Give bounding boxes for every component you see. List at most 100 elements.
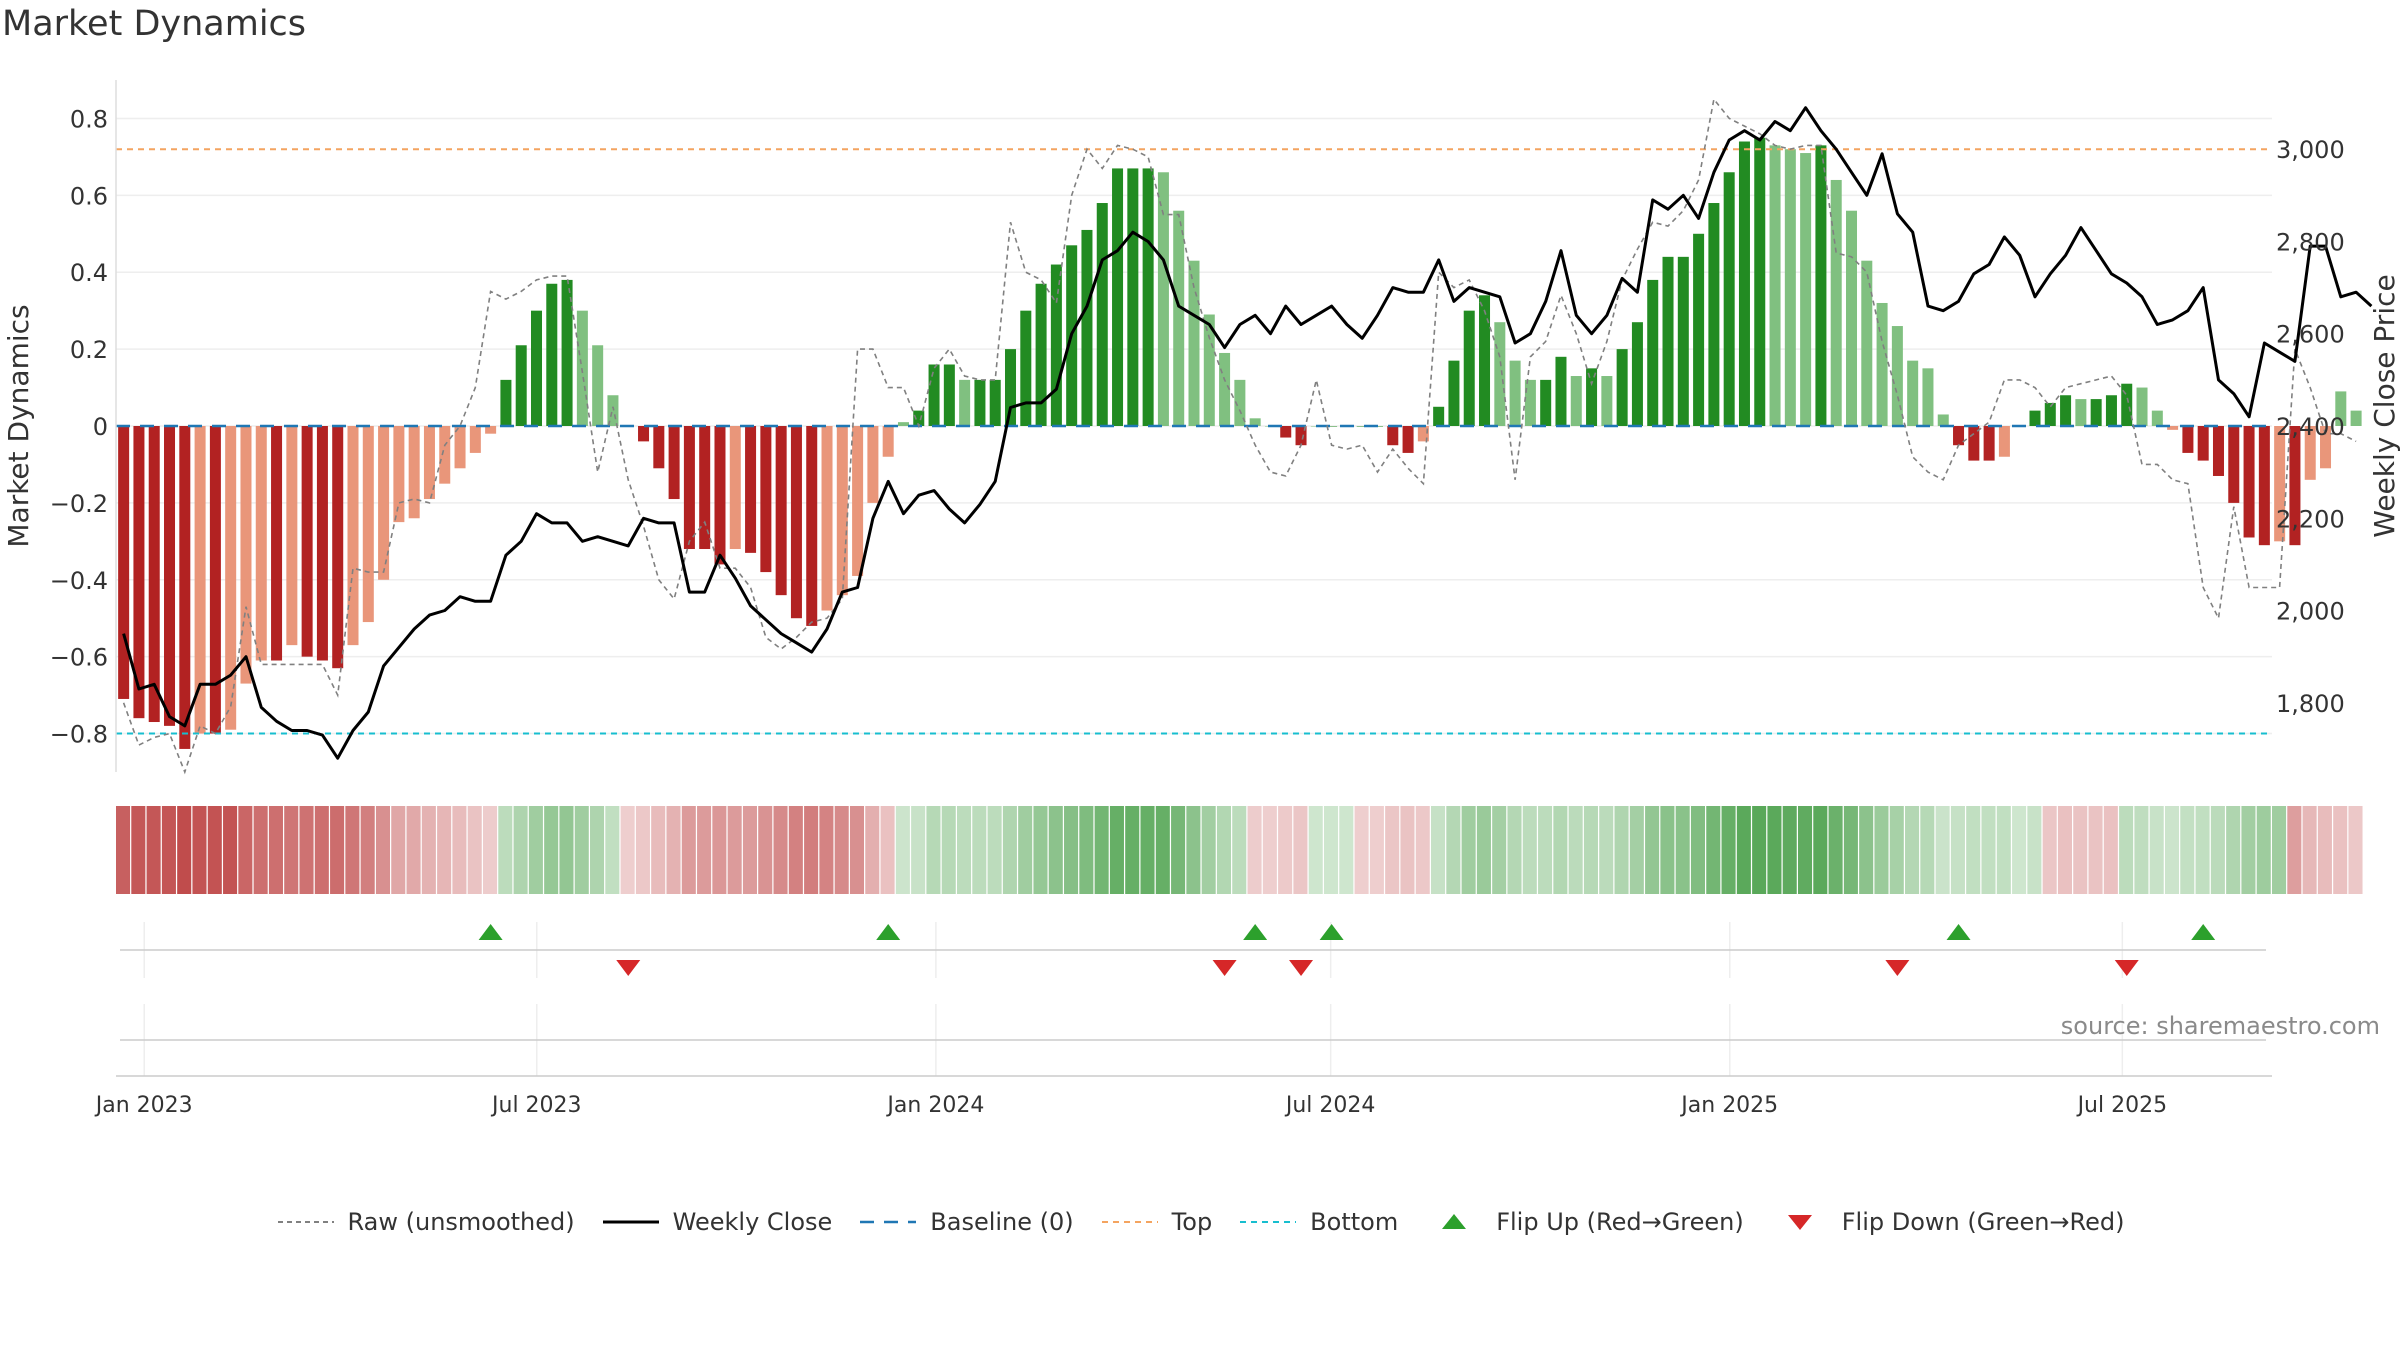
dynamics-bar xyxy=(1937,414,1949,426)
dynamics-bar xyxy=(1234,379,1246,426)
regime-cell xyxy=(1323,806,1339,894)
legend-label: Bottom xyxy=(1310,1208,1399,1236)
regime-cell xyxy=(1461,806,1476,894)
legend-item-top: Top xyxy=(1100,1208,1212,1236)
regime-cell xyxy=(1828,806,1843,894)
source-label: source: sharemaestro.com xyxy=(2060,1012,2380,1040)
y-tick-label: 0.8 xyxy=(70,105,108,133)
x-tick-label: Jul 2023 xyxy=(490,1093,582,1118)
dynamics-bar xyxy=(2029,410,2041,426)
regime-cell xyxy=(1981,806,1996,894)
dynamics-bar xyxy=(423,426,435,500)
regime-cell xyxy=(1293,806,1308,894)
regime-cell xyxy=(880,806,895,894)
dynamics-bar xyxy=(653,426,665,469)
legend-swatch-raw xyxy=(277,1221,334,1223)
dynamics-bar xyxy=(2304,426,2316,480)
regime-cell xyxy=(574,806,589,894)
regime-cell xyxy=(1568,806,1583,894)
dynamics-bar xyxy=(1723,172,1735,426)
legend: Raw (unsmoothed) Weekly Close Baseline (0)… xyxy=(0,1208,2400,1236)
regime-cell xyxy=(1721,806,1736,894)
dynamics-bar xyxy=(1830,179,1842,426)
dynamics-bar xyxy=(1677,256,1689,426)
regime-cell xyxy=(911,806,926,894)
dynamics-bar xyxy=(1157,172,1169,426)
dynamics-bar xyxy=(500,379,512,426)
legend-item-flip_up: Flip Up (Red→Green) xyxy=(1424,1208,1744,1236)
regime-cell xyxy=(1996,806,2011,894)
legend-swatch-bottom xyxy=(1240,1221,1297,1223)
legend-label: Flip Up (Red→Green) xyxy=(1496,1208,1744,1236)
dynamics-bar xyxy=(1433,406,1445,426)
regime-cell xyxy=(2027,806,2042,894)
regime-cell xyxy=(1706,806,1721,894)
dynamics-bar xyxy=(1112,168,1124,426)
regime-cell xyxy=(2042,806,2057,894)
dynamics-bar xyxy=(1020,310,1032,426)
flip-down-icon xyxy=(1787,1215,1812,1230)
dynamics-bar xyxy=(1188,260,1200,426)
y2-tick-label: 2,600 xyxy=(2276,321,2345,349)
dynamics-bar xyxy=(347,426,359,646)
regime-cell xyxy=(758,806,773,894)
flip-up-marker xyxy=(1319,924,1344,940)
regime-cell xyxy=(207,806,222,894)
chart-title: Market Dynamics xyxy=(2,4,307,44)
regime-cell xyxy=(1431,806,1446,894)
regime-cell xyxy=(1538,806,1553,894)
dynamics-bar xyxy=(2105,395,2117,426)
dynamics-bar xyxy=(1601,376,1613,426)
dynamics-bar xyxy=(867,426,879,503)
dynamics-bar xyxy=(1295,426,1307,446)
legend-swatch-flip_up xyxy=(1442,1214,1467,1229)
dynamics-bar xyxy=(271,426,283,661)
regime-cell xyxy=(1079,806,1094,894)
flips-panel xyxy=(120,922,2266,1076)
regime-cell xyxy=(314,806,329,894)
regime-cell xyxy=(865,806,880,894)
regime-cell xyxy=(421,806,436,894)
regime-cell xyxy=(452,806,467,894)
regime-cell xyxy=(360,806,375,894)
x-tick-label: Jul 2025 xyxy=(2076,1093,2168,1118)
regime-cell xyxy=(223,806,238,894)
y-tick-label: 0.4 xyxy=(70,259,108,287)
y-tick-label: 0.6 xyxy=(70,182,108,210)
dynamics-bar xyxy=(362,426,374,623)
regime-cell xyxy=(2302,806,2317,894)
dynamics-bar xyxy=(592,345,604,426)
dynamics-bar xyxy=(2258,426,2270,546)
regime-cell xyxy=(1736,806,1751,894)
regime-cell xyxy=(1247,806,1262,894)
regime-cell xyxy=(2149,806,2164,894)
x-tick-label: Jan 2023 xyxy=(94,1093,193,1118)
x-axis: Jan 2023 Jul 2023 Jan 2024 Jul 2024 Jan 2025… xyxy=(94,1093,2167,1118)
dynamics-bar xyxy=(1448,360,1460,426)
dynamics-bar xyxy=(1647,279,1659,426)
regime-cell xyxy=(375,806,391,894)
regime-cell xyxy=(2103,806,2118,894)
regime-cell xyxy=(1690,806,1706,894)
raw-line xyxy=(122,97,2357,775)
dynamics-bar xyxy=(2075,399,2087,426)
dynamics-bar xyxy=(1219,352,1231,426)
dynamics-bar xyxy=(2182,426,2194,453)
dynamics-bar xyxy=(2060,395,2072,426)
dynamics-bar xyxy=(2121,383,2133,426)
dynamics-bar xyxy=(1463,310,1475,426)
dynamics-bar xyxy=(485,426,497,434)
dynamics-bar xyxy=(1983,426,1995,461)
regime-cell xyxy=(1400,806,1415,894)
regime-cell xyxy=(1339,806,1354,894)
x-tick-label: Jan 2024 xyxy=(885,1093,984,1118)
regime-cell xyxy=(1660,806,1675,894)
y-axis-label: Market Dynamics xyxy=(2,304,35,547)
regime-cell xyxy=(666,806,681,894)
dynamics-bar xyxy=(882,426,894,457)
dynamics-bar xyxy=(1631,322,1643,426)
regime-cell xyxy=(1002,806,1017,894)
regime-cell xyxy=(2287,806,2302,894)
regime-cell xyxy=(1018,806,1033,894)
regime-cell xyxy=(1889,806,1904,894)
